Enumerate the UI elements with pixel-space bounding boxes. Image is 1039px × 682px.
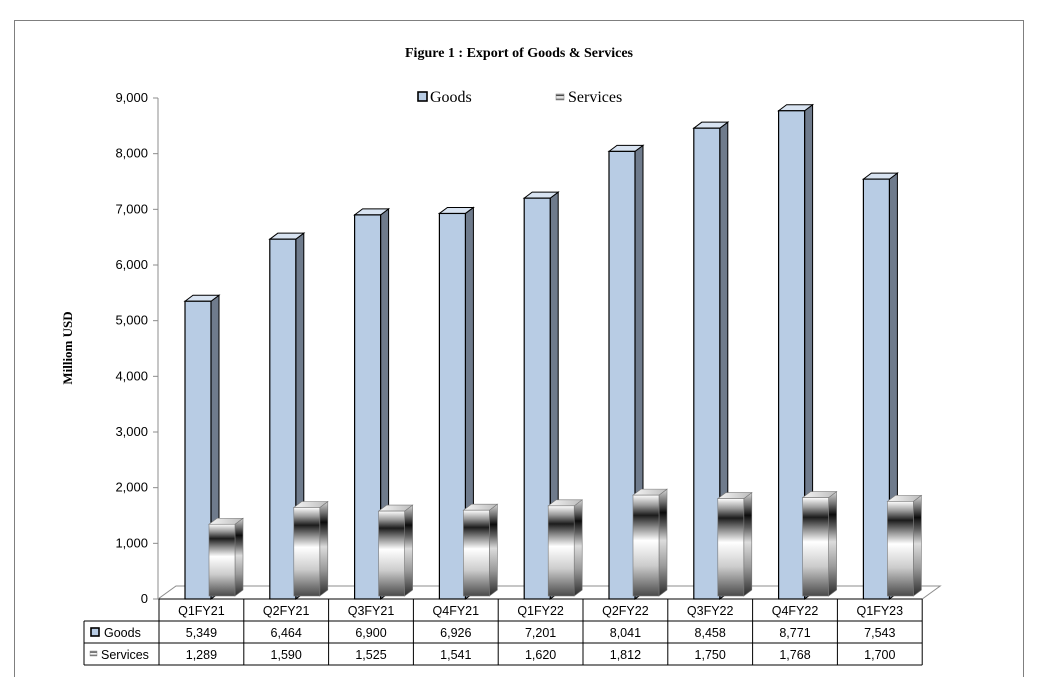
bar-services	[801, 490, 838, 597]
bar-services-front	[717, 498, 745, 597]
table-key-goods	[90, 627, 100, 637]
table-cell-value: 1,289	[186, 648, 217, 662]
y-tick-label: 2,000	[115, 480, 148, 495]
bar-services-front	[293, 507, 321, 597]
bar-services-side	[404, 504, 413, 597]
bar-services-front	[632, 494, 660, 597]
table-cell-value: 7,201	[525, 626, 556, 640]
bar-services-front	[378, 510, 405, 597]
bar-goods	[692, 121, 730, 600]
table-cell-value: 5,349	[186, 626, 217, 640]
table-cell-value: 8,771	[779, 626, 810, 640]
bar-services	[632, 488, 668, 597]
data-table: Q1FY21 Q2FY21 Q3FY21 Q4FY21 Q1FY22 Q2FY22 Q3FY…	[83, 598, 923, 666]
bar-services-side	[573, 499, 583, 597]
legend-item-goods: Goods	[417, 89, 472, 106]
x-tick-label: Q3FY22	[687, 604, 734, 618]
y-tick-label: 3,000	[115, 424, 148, 439]
x-tick-label: Q4FY21	[433, 604, 480, 618]
y-tick-label: 5,000	[115, 313, 148, 328]
table-cell-value: 1,525	[355, 648, 386, 662]
bar-goods-front	[862, 178, 891, 600]
table-series-label: Services	[101, 648, 149, 662]
x-tick-label: Q3FY21	[348, 604, 395, 618]
bar-goods-front	[184, 300, 212, 600]
y-tick-label: 8,000	[115, 146, 148, 161]
bar-services-front	[802, 497, 829, 597]
table-cell-value: 1,812	[610, 648, 641, 662]
bar-goods-front	[354, 214, 382, 600]
table-key-services	[89, 650, 98, 657]
table-cell-value: 6,926	[440, 626, 471, 640]
y-tick-label: 1,000	[115, 535, 148, 550]
bar-goods-front	[777, 110, 806, 600]
x-tick-label: Q1FY22	[517, 604, 564, 618]
legend: Goods Services	[417, 89, 622, 106]
table-row-goods: Goods 5,349 6,464 6,900 6,926 7,201 8,041 8,458…	[90, 626, 895, 640]
bar-services	[208, 517, 244, 597]
bar-services-side	[743, 491, 753, 597]
x-tick-label: Q1FY21	[178, 604, 225, 618]
bar-goods-front	[269, 238, 297, 600]
table-cell-value: 1,750	[695, 648, 726, 662]
bar-services	[462, 503, 499, 597]
bar-goods	[861, 172, 899, 600]
bar-goods-front	[608, 150, 636, 600]
y-axis-label: Milliom USD	[60, 311, 75, 384]
bar-goods	[353, 207, 391, 600]
table-cell-value: 6,464	[271, 626, 302, 640]
table-cell-value: 1,541	[440, 648, 471, 662]
bar-goods	[437, 206, 475, 600]
outer-border	[14, 20, 1024, 681]
legend-item-services: Services	[555, 89, 622, 106]
x-tick-label: Q2FY22	[602, 604, 649, 618]
bar-goods-front	[693, 127, 721, 600]
bar-services	[377, 504, 414, 597]
x-tick-label: Q4FY22	[772, 604, 819, 618]
y-tick-label: 4,000	[115, 368, 148, 383]
table-cell-value: 1,700	[864, 648, 895, 662]
legend-swatch-services	[555, 93, 565, 101]
y-tick-label: 0	[141, 591, 148, 606]
table-row-services: Services 1,289 1,590 1,525 1,541 1,620 1,812 1,…	[89, 648, 895, 662]
bar-services-side	[319, 500, 329, 597]
bar-services	[547, 499, 584, 597]
bar-services	[292, 500, 329, 597]
bars	[183, 103, 923, 600]
chart-title: Figure 1 : Export of Goods & Services	[405, 46, 634, 61]
table-cell-value: 8,041	[610, 626, 641, 640]
table-cell-value: 1,620	[525, 648, 556, 662]
bar-services-side	[234, 517, 244, 597]
bar-services-side	[913, 494, 922, 597]
bar-goods-front	[523, 197, 551, 600]
bar-services-side	[828, 490, 837, 597]
x-tick-label: Q1FY23	[857, 604, 904, 618]
y-tick-label: 9,000	[115, 90, 148, 105]
bar-services-front	[208, 523, 236, 597]
table-series-label: Goods	[104, 626, 141, 640]
legend-label-goods: Goods	[430, 89, 472, 106]
bar-goods-front	[438, 212, 466, 600]
bar-goods	[607, 144, 645, 600]
bar-services-front	[463, 509, 490, 597]
table-cell-value: 1,590	[271, 648, 302, 662]
x-tick-label: Q2FY21	[263, 604, 310, 618]
y-tick-label: 6,000	[115, 257, 148, 272]
legend-label-services: Services	[568, 89, 622, 106]
table-cell-value: 6,900	[355, 626, 386, 640]
table-cell-value: 1,768	[779, 648, 810, 662]
table-cell-value: 8,458	[695, 626, 726, 640]
table-cell-value: 7,543	[864, 626, 895, 640]
y-tick-label: 7,000	[115, 201, 148, 216]
bar-services-front	[887, 501, 914, 597]
bar-services-front	[547, 505, 575, 597]
bar-services-side	[658, 488, 668, 597]
bar-services	[886, 494, 923, 597]
bar-services	[716, 491, 753, 597]
bar-services-side	[489, 503, 498, 597]
legend-swatch-goods	[417, 91, 428, 102]
